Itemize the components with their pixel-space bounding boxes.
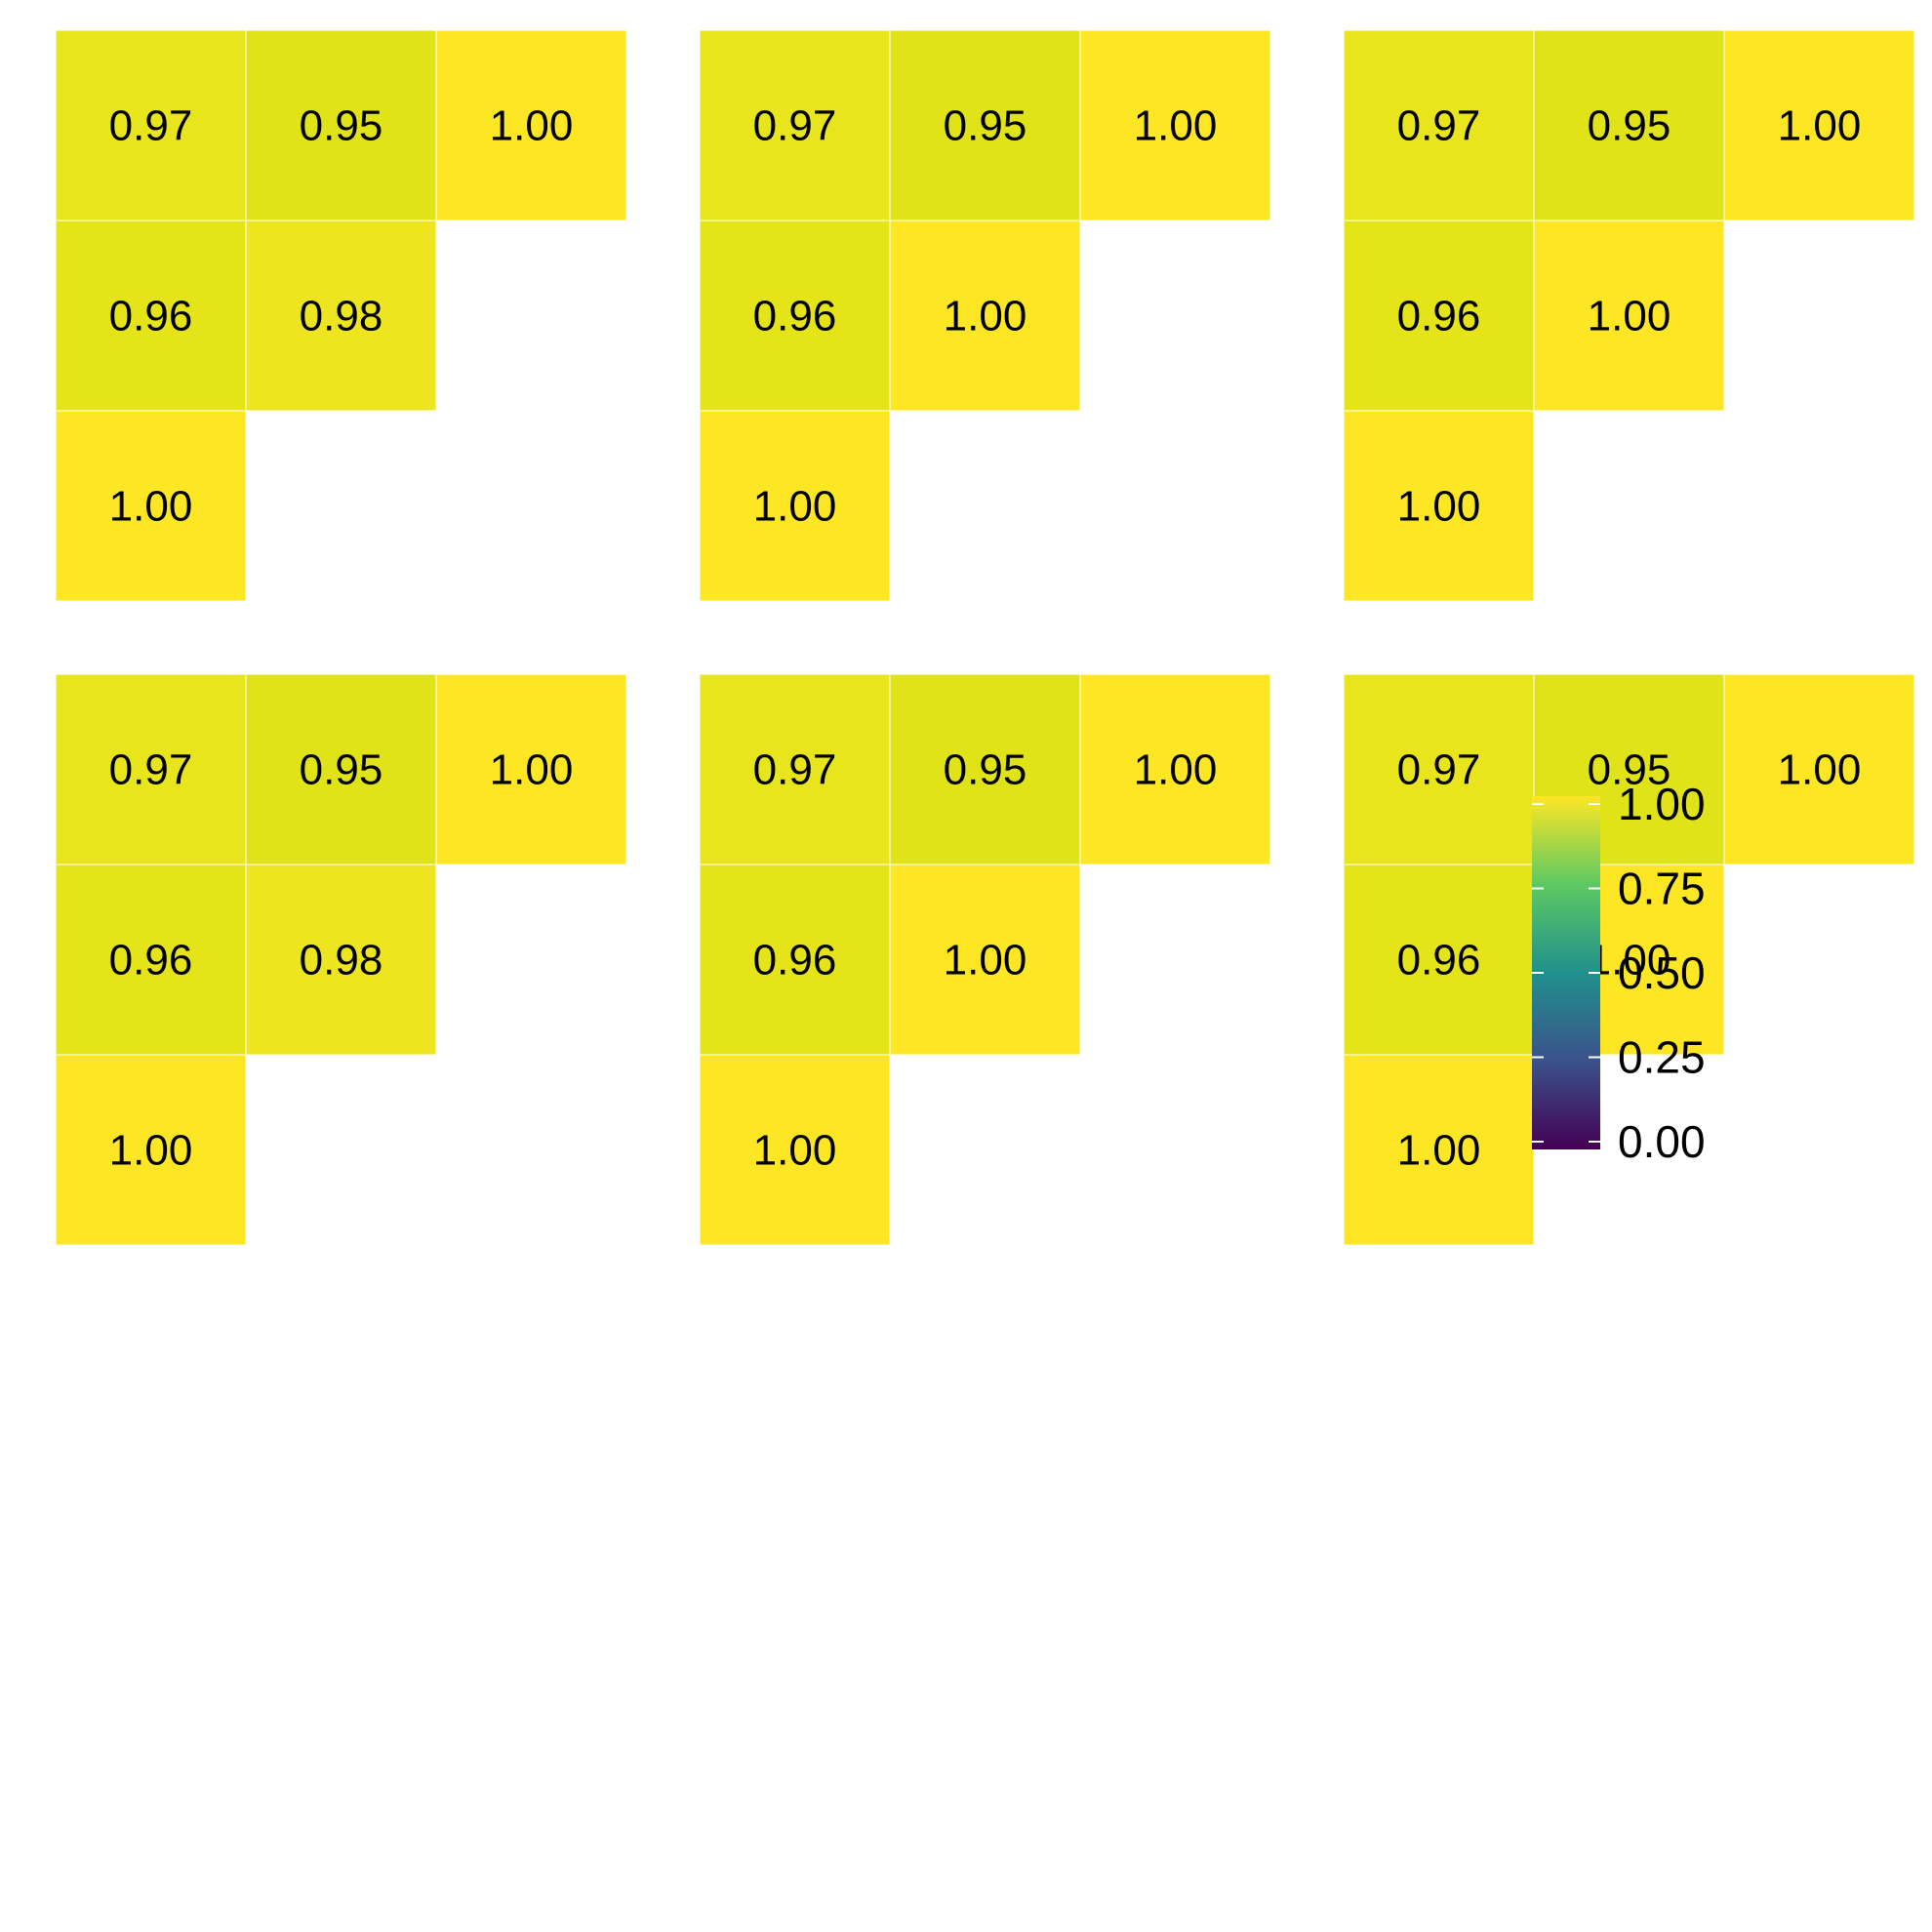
heatmap-cell <box>699 29 891 221</box>
heatmap-cell <box>1079 29 1271 221</box>
heatmap-cell <box>1343 220 1535 412</box>
cell-value-label: 1.00 <box>1397 483 1481 531</box>
cell-value-label: 0.95 <box>944 746 1027 794</box>
cell-value-label: 1.00 <box>1778 746 1862 794</box>
heatmap-cell <box>1079 673 1271 865</box>
cell-value-label: 1.00 <box>490 102 574 150</box>
cell-value-label: 1.00 <box>1134 102 1218 150</box>
cell-value-label: 0.96 <box>1397 293 1481 341</box>
heatmap-cell <box>1343 29 1535 221</box>
colorbar-legend: 0.00 0.25 0.50 0.75 1.00 <box>1532 779 1706 1167</box>
heatmap-cell <box>889 29 1081 221</box>
cell-value-label: 1.00 <box>1588 293 1671 341</box>
cell-value-label: 1.00 <box>109 1127 193 1175</box>
colorbar-tick-label: 1.00 <box>1618 779 1706 829</box>
colorbar-tick-label: 0.50 <box>1618 947 1706 998</box>
heatmap-cell <box>1343 864 1535 1056</box>
panels-layer: 0.97 0.95 1.000.96 0.981.000.97 0.95 1.000.96… <box>55 29 1915 1246</box>
cell-value-label: 1.00 <box>753 1127 837 1175</box>
cell-value-label: 1.00 <box>1134 746 1218 794</box>
cell-value-label: 0.95 <box>1588 102 1671 150</box>
heatmap-cell <box>1533 29 1725 221</box>
cell-value-label: 0.96 <box>1397 937 1481 985</box>
cell-value-label: 0.97 <box>753 746 837 794</box>
cell-value-label: 0.96 <box>753 293 837 341</box>
cell-value-label: 0.96 <box>109 293 193 341</box>
heatmap-cell <box>889 864 1081 1056</box>
heatmap-cell <box>435 29 627 221</box>
cell-value-label: 0.95 <box>944 102 1027 150</box>
cell-value-label: 0.95 <box>300 746 383 794</box>
heatmap-cell <box>1723 673 1915 865</box>
colorbar-ticks: 0.00 0.25 0.50 0.75 1.00 <box>1532 779 1706 1167</box>
cell-value-label: 0.97 <box>1397 746 1481 794</box>
heatmap-cell <box>245 29 437 221</box>
heatmap-cell <box>245 220 437 412</box>
heatmap-cell <box>1723 29 1915 221</box>
cell-value-label: 1.00 <box>753 483 837 531</box>
cell-value-label: 0.96 <box>109 937 193 985</box>
heatmap-cell <box>55 1054 247 1246</box>
cell-value-label: 0.98 <box>300 293 383 341</box>
heatmap-cell <box>699 864 891 1056</box>
heatmap-cell <box>1343 673 1535 865</box>
cell-value-label: 1.00 <box>1778 102 1862 150</box>
heatmap-cell <box>245 864 437 1056</box>
heatmap-cell <box>1343 1054 1535 1246</box>
heatmap-cell <box>55 29 247 221</box>
heatmap-panel-1: 0.97 0.95 1.00 0.96 0.98 1.00 <box>55 29 627 602</box>
heatmap-cell <box>699 673 891 865</box>
colorbar-tick-label: 0.75 <box>1618 864 1706 914</box>
heatmap-cell <box>1533 220 1725 412</box>
heatmap-cell <box>435 673 627 865</box>
colorbar-tick-label: 0.25 <box>1618 1032 1706 1083</box>
heatmap-panel-2: 0.97 0.95 1.00 0.96 1.00 1.00 <box>699 29 1271 602</box>
heatmap-cell <box>889 220 1081 412</box>
cell-value-label: 1.00 <box>109 483 193 531</box>
cell-value-label: 0.95 <box>1588 746 1671 794</box>
cell-value-label: 1.00 <box>490 746 574 794</box>
heatmap-cell <box>699 1054 891 1246</box>
cell-value-label: 1.00 <box>1588 937 1671 985</box>
heatmap-cell <box>699 410 891 602</box>
cell-value-label: 1.00 <box>944 937 1027 985</box>
colorbar-tick-label: 0.00 <box>1618 1116 1706 1167</box>
heatmap-cell <box>55 410 247 602</box>
cell-value-label: 0.97 <box>753 102 837 150</box>
cell-value-label: 1.00 <box>944 293 1027 341</box>
cell-value-label: 1.00 <box>1397 1127 1481 1175</box>
heatmap-panel-4: 0.97 0.95 1.00 0.96 0.98 1.00 <box>55 673 627 1246</box>
cell-value-label: 0.95 <box>300 102 383 150</box>
heatmap-cell <box>1343 410 1535 602</box>
cell-value-label: 0.97 <box>109 102 193 150</box>
heatmap-panel-5: 0.97 0.95 1.00 0.96 1.00 1.00 <box>699 673 1271 1246</box>
heatmap-cell <box>55 864 247 1056</box>
cell-value-label: 0.98 <box>300 937 383 985</box>
cell-value-label: 0.97 <box>109 746 193 794</box>
heatmap-cell <box>55 673 247 865</box>
cell-value-label: 0.96 <box>753 937 837 985</box>
cell-value-label: 0.97 <box>1397 102 1481 150</box>
heatmap-panel-3: 0.97 0.95 1.00 0.96 1.00 1.00 <box>1343 29 1915 602</box>
